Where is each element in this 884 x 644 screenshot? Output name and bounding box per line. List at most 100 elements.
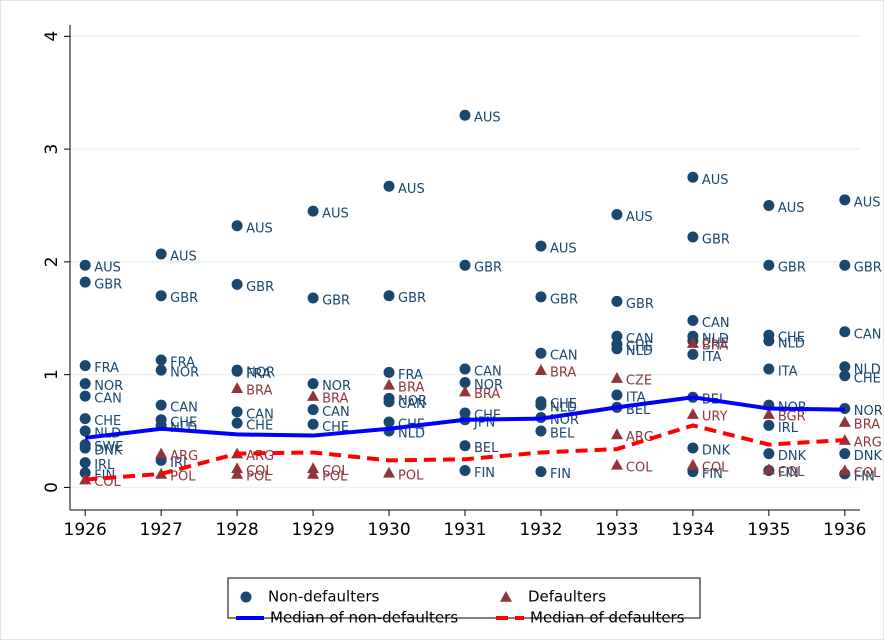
point <box>686 337 699 348</box>
point-label: NLD <box>550 401 577 416</box>
point <box>762 463 775 475</box>
point-label: CHE <box>550 397 577 412</box>
x-tick-label: 1928 <box>215 520 258 540</box>
point <box>79 467 91 479</box>
point <box>231 417 243 429</box>
point-label: BGR <box>778 410 806 425</box>
point-label: CAN <box>626 332 654 347</box>
point <box>839 259 851 271</box>
point-label: ITA <box>702 350 722 365</box>
point <box>459 385 471 397</box>
point <box>79 390 91 402</box>
point-label: POL <box>170 469 196 484</box>
point <box>763 419 775 431</box>
point-label: AUS <box>246 221 273 236</box>
point <box>79 413 91 425</box>
point-label: AUS <box>474 111 501 126</box>
point-label: FIN <box>702 467 723 482</box>
point-label: CAN <box>322 405 350 420</box>
point <box>79 442 91 454</box>
point <box>459 109 471 121</box>
point <box>459 465 471 477</box>
point-label: IRL <box>778 421 799 436</box>
point <box>383 378 396 390</box>
point-label: POL <box>322 469 348 484</box>
point-label: NLD <box>398 427 425 442</box>
point-label: NLD <box>702 332 729 347</box>
point-label: GBR <box>626 297 654 312</box>
x-tick-label: 1934 <box>671 520 714 540</box>
point-label: CHE <box>626 340 653 355</box>
median-line <box>84 395 845 440</box>
point-label: CHE <box>778 331 805 346</box>
point-label: NOR <box>398 394 427 409</box>
point-label: NOR <box>474 378 503 393</box>
point-label: AUS <box>854 195 881 210</box>
point-label: COL <box>626 460 653 475</box>
point <box>307 467 320 479</box>
point-label: NLD <box>626 344 653 359</box>
point <box>535 425 547 437</box>
point <box>155 364 167 376</box>
point-label: CAN <box>702 316 730 331</box>
point-label: GBR <box>550 292 578 307</box>
point-label: FRA <box>94 361 119 376</box>
x-tick-label: 1932 <box>519 520 562 540</box>
point-label: ITA <box>778 365 798 380</box>
point <box>687 442 699 454</box>
point-label: AUS <box>322 207 349 222</box>
point-label: COL <box>702 460 729 475</box>
point-label: GBR <box>322 293 350 308</box>
point-label: BRA <box>398 380 424 395</box>
point-label: CHE <box>702 336 729 351</box>
point <box>155 354 167 366</box>
point <box>231 406 243 418</box>
legend-marker <box>240 591 252 603</box>
point <box>686 408 699 419</box>
x-tick-label: 1927 <box>140 520 183 540</box>
point-label: GBR <box>702 233 730 248</box>
y-tick-label: 4 <box>42 31 62 42</box>
point <box>611 330 623 342</box>
point-label: FIN <box>778 466 799 481</box>
point <box>231 278 243 290</box>
point-label: BRA <box>854 418 880 433</box>
point-label: CAN <box>854 327 882 342</box>
point-label: GBR <box>398 291 426 306</box>
point <box>79 360 91 372</box>
legend-box <box>227 577 701 619</box>
point <box>155 447 168 459</box>
point-label: BRA <box>550 366 576 381</box>
point-label: DNK <box>702 443 731 458</box>
point <box>610 372 623 383</box>
x-tick-label: 1933 <box>595 520 638 540</box>
point <box>611 389 623 401</box>
point <box>763 199 775 211</box>
point <box>534 364 547 375</box>
point <box>79 457 91 469</box>
point <box>611 343 623 355</box>
point-label: BEL <box>550 427 575 442</box>
point-label: BRA <box>474 387 500 402</box>
point-label: AUS <box>550 242 577 257</box>
point-label: COL <box>778 465 805 480</box>
point-label: ARG <box>246 449 274 464</box>
point <box>155 399 167 411</box>
point-label: AUS <box>626 210 653 225</box>
point-label: NLD <box>854 362 881 377</box>
point-label: ARG <box>170 449 198 464</box>
point-label: CHE <box>246 419 273 434</box>
point-label: CAN <box>170 401 198 416</box>
point <box>307 404 319 416</box>
x-tick-label: 1926 <box>64 520 107 540</box>
point <box>610 428 623 440</box>
point <box>459 440 471 452</box>
point <box>383 366 395 378</box>
point <box>687 315 699 327</box>
point-label: FRA <box>398 368 423 383</box>
point-label: ARG <box>626 430 654 445</box>
point-label: CAN <box>550 349 578 364</box>
x-tick-label: 1931 <box>443 520 486 540</box>
point <box>763 335 775 347</box>
point-label: ITA <box>626 390 646 405</box>
